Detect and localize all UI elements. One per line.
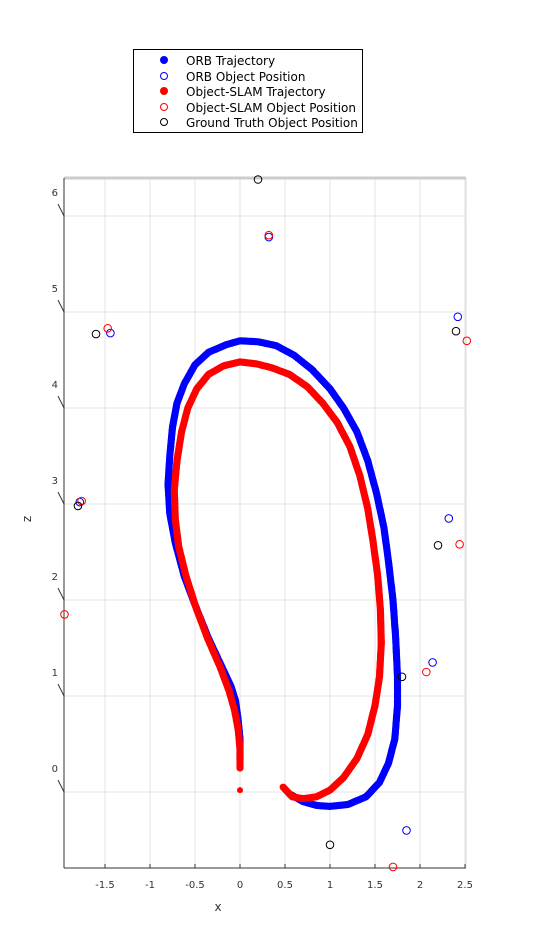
axes [57, 176, 467, 869]
grid-lines [64, 178, 466, 868]
trajectory-series [170, 358, 385, 803]
x-axis-label: x [214, 900, 221, 914]
object-marker [433, 541, 443, 550]
object-marker [264, 230, 274, 240]
y-tick-label: 0 [52, 764, 58, 775]
y-tick-mark [57, 683, 65, 697]
legend: ORB Trajectory ORB Object Position Objec… [133, 49, 363, 133]
object-marker [453, 312, 463, 322]
x-tick-label: 0.5 [277, 880, 293, 891]
open-circle-icon [160, 71, 168, 80]
legend-item-orb-object: ORB Object Position [134, 70, 362, 85]
filled-circle-icon [160, 87, 168, 95]
y-tick-mark [57, 395, 65, 409]
y-tick-label: 4 [52, 380, 58, 391]
object-marker [73, 501, 83, 511]
x-tick-label: -1.5 [95, 880, 115, 891]
y-tick-labels: 0 1 2 3 4 5 6 [52, 188, 58, 775]
object-marker [264, 232, 274, 242]
y-axis-label: z [20, 516, 34, 522]
object-marker [462, 336, 472, 346]
y-tick-label: 6 [52, 188, 58, 199]
legend-label: ORB Trajectory [186, 54, 276, 68]
y-tick-label: 5 [52, 284, 58, 295]
object-marker [444, 514, 454, 523]
object-marker [325, 840, 335, 850]
x-tick-label: 1 [327, 880, 333, 891]
object-marker [455, 540, 464, 549]
x-tick-label: 2 [417, 880, 423, 891]
legend-item-orb-trajectory: ORB Trajectory [134, 54, 362, 69]
trajectory-point [279, 783, 287, 791]
object-marker [422, 667, 431, 677]
legend-label: Ground Truth Object Position [186, 116, 358, 130]
object-marker [397, 672, 407, 682]
object-series [60, 230, 472, 872]
legend-item-ground-truth: Ground Truth Object Position [134, 116, 362, 131]
open-circle-icon [160, 102, 168, 111]
object-marker [103, 324, 112, 333]
object-series [73, 175, 461, 850]
legend-item-slam-object: Object-SLAM Object Position [134, 101, 362, 116]
object-marker [91, 329, 101, 339]
y-tick-mark [57, 491, 65, 505]
object-series [75, 232, 463, 835]
y-tick-label: 2 [52, 572, 58, 583]
x-tick-labels: -1.5 -1 -0.5 0 0.5 1 1.5 2 2.5 [95, 880, 473, 891]
y-tick-label: 3 [52, 476, 58, 487]
legend-label: ORB Object Position [186, 69, 306, 84]
y-tick-mark [57, 587, 65, 601]
object-marker [402, 826, 411, 835]
x-tick-label: -0.5 [185, 880, 205, 891]
object-marker [60, 610, 69, 619]
y-tick-mark [57, 203, 65, 217]
object-marker [428, 658, 437, 667]
y-tick-label: 1 [52, 668, 58, 679]
legend-label: Object-SLAM Object Position [186, 100, 356, 115]
series-layer [60, 175, 472, 872]
object-marker [106, 328, 115, 338]
object-marker [451, 326, 461, 336]
y-tick-mark [57, 299, 65, 313]
x-tick-label: -1 [145, 880, 155, 891]
x-tick-label: 0 [237, 880, 243, 891]
open-circle-icon [160, 118, 168, 126]
filled-circle-icon [160, 56, 168, 64]
x-tick-label: 2.5 [457, 880, 473, 891]
legend-label: Object-SLAM Trajectory [186, 85, 326, 99]
trajectory-start-point [237, 787, 243, 794]
y-tick-mark [57, 779, 65, 793]
legend-item-slam-trajectory: Object-SLAM Trajectory [134, 85, 362, 100]
object-marker [388, 862, 398, 872]
x-tick-label: 1.5 [367, 880, 383, 891]
object-marker [253, 175, 263, 184]
